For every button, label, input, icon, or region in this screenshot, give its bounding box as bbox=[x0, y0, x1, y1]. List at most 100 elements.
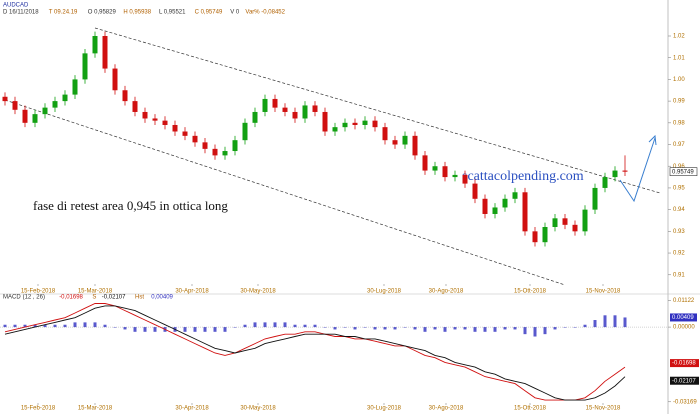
candle-body bbox=[172, 124, 178, 132]
ohlc-info: Var% -0,08452 bbox=[245, 10, 285, 16]
value-tag-label: 0.00409 bbox=[672, 315, 694, 321]
histogram-bar bbox=[13, 324, 17, 328]
histogram-bar bbox=[253, 322, 257, 328]
histogram-bar bbox=[53, 324, 57, 328]
candle-body bbox=[612, 170, 618, 178]
y-tick-label: 0.91 bbox=[673, 272, 685, 278]
histogram-bar bbox=[603, 315, 607, 328]
candle-body bbox=[352, 122, 358, 125]
candle-body bbox=[152, 118, 158, 121]
x-tick-label: 15-Ott-2018 bbox=[514, 406, 547, 412]
ohlc-info: C 0,95749 bbox=[195, 10, 223, 16]
candle-body bbox=[372, 120, 378, 128]
candle-body bbox=[362, 120, 368, 125]
macd-info: -0,02107 bbox=[102, 295, 126, 301]
candle-body bbox=[602, 177, 608, 188]
histogram-bar bbox=[293, 324, 297, 328]
histogram-bar bbox=[563, 327, 567, 328]
candle-body bbox=[462, 174, 468, 184]
histogram-bar bbox=[263, 322, 267, 328]
macd-info: MACD bbox=[3, 295, 21, 301]
candle-body bbox=[42, 107, 48, 115]
candle-body bbox=[132, 101, 138, 112]
histogram-bar bbox=[223, 327, 227, 332]
histogram-bar bbox=[43, 324, 47, 328]
y-tick-label: 1.01 bbox=[673, 55, 685, 61]
candle-body bbox=[592, 187, 598, 210]
price-tag bbox=[669, 167, 698, 176]
histogram-bar bbox=[103, 324, 107, 328]
value-tag-label: -0.02107 bbox=[672, 378, 696, 384]
histogram-bar bbox=[73, 322, 77, 328]
histogram-bar bbox=[553, 327, 557, 330]
histogram-bar bbox=[403, 327, 407, 328]
histogram-bar bbox=[333, 327, 337, 330]
y-tick-label: 0.94 bbox=[673, 207, 685, 213]
symbol: AUDCAD bbox=[3, 3, 29, 9]
candle-body bbox=[212, 148, 218, 156]
forecast-arrow bbox=[619, 137, 656, 203]
histogram-bar bbox=[283, 322, 287, 328]
histogram-bar bbox=[313, 324, 317, 328]
histogram-bar bbox=[613, 315, 617, 328]
candle-body bbox=[502, 198, 508, 208]
candle-body bbox=[82, 53, 88, 80]
x-tick-label: 15-Mar-2018 bbox=[78, 289, 113, 295]
histogram-bar bbox=[233, 327, 237, 328]
trend-line bbox=[4, 99, 566, 286]
candle-body bbox=[492, 207, 498, 214]
arrow-head bbox=[648, 134, 657, 146]
annotation: scattacolpending.com bbox=[462, 169, 584, 184]
histogram-bar bbox=[533, 327, 537, 337]
candle-body bbox=[512, 192, 518, 199]
histogram-bar bbox=[323, 327, 327, 328]
histogram-bar bbox=[383, 327, 387, 330]
histogram-bar bbox=[443, 327, 447, 332]
histogram-bar bbox=[193, 327, 197, 332]
candle-body bbox=[392, 140, 398, 145]
candle-body bbox=[312, 105, 318, 112]
histogram-bar bbox=[63, 324, 67, 328]
candle-body bbox=[242, 122, 248, 141]
histogram-bar bbox=[393, 327, 397, 330]
histogram-bar bbox=[483, 327, 487, 332]
candle-body bbox=[52, 101, 58, 108]
histogram-bar bbox=[413, 327, 417, 330]
candle-body bbox=[472, 183, 478, 199]
histogram-bar bbox=[523, 327, 527, 335]
ohlc-info: H 0,95938 bbox=[123, 10, 151, 16]
histogram-bar bbox=[363, 327, 367, 328]
candle-body bbox=[292, 111, 298, 119]
trend-line bbox=[94, 27, 661, 194]
histogram-bar bbox=[593, 320, 597, 328]
macd-info: Hst bbox=[135, 295, 144, 301]
histogram-bar bbox=[623, 317, 627, 328]
ohlc-info: T 09.24.19 bbox=[49, 10, 78, 16]
x-tick-label: 30-Apr-2018 bbox=[175, 406, 209, 412]
macd-info: S bbox=[92, 295, 96, 301]
candle-body bbox=[542, 227, 548, 243]
histogram-bar bbox=[303, 324, 307, 328]
x-tick-label: 15-Mar-2018 bbox=[78, 406, 113, 412]
x-tick-label: 30-Lug-2018 bbox=[367, 289, 402, 295]
y-tick-label: 0.98 bbox=[673, 120, 685, 126]
candle-body bbox=[452, 174, 458, 178]
candle-body bbox=[252, 111, 258, 123]
candle-body bbox=[532, 231, 538, 243]
histogram-bar bbox=[353, 327, 357, 330]
candle-body bbox=[282, 107, 288, 112]
y-tick-label: 0.96 bbox=[673, 164, 685, 170]
candle-body bbox=[92, 35, 98, 54]
candle-body bbox=[412, 135, 418, 156]
candle-body bbox=[22, 109, 28, 123]
candle-body bbox=[382, 127, 388, 141]
candle-body bbox=[162, 120, 168, 125]
histogram-bar bbox=[23, 324, 27, 328]
histogram-bar bbox=[213, 327, 217, 332]
candle-body bbox=[102, 35, 108, 69]
candle-body bbox=[522, 192, 528, 232]
histogram-bar bbox=[203, 327, 207, 332]
histogram-bar bbox=[243, 324, 247, 328]
x-tick-label: 30-May-2018 bbox=[240, 406, 276, 412]
value-tag-label: -0.01698 bbox=[672, 361, 696, 367]
